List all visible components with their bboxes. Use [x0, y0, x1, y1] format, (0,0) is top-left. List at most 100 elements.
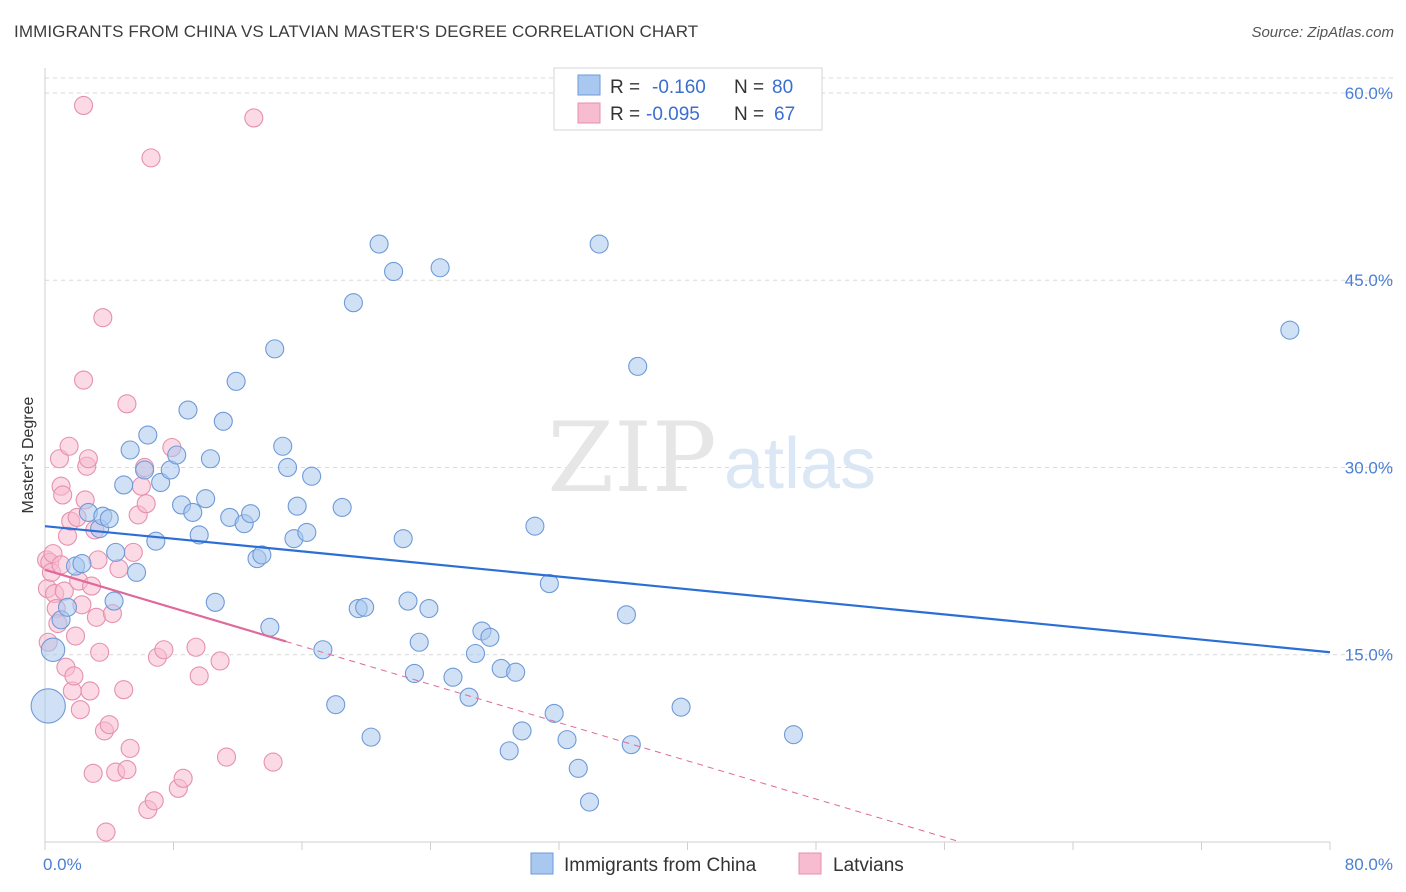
data-point-pink	[174, 769, 192, 787]
data-point-blue	[197, 490, 215, 508]
data-point-blue	[545, 704, 563, 722]
x-tick-label-min: 0.0%	[43, 855, 82, 874]
data-point-blue	[279, 458, 297, 476]
data-point-blue	[444, 668, 462, 686]
data-point-blue	[214, 412, 232, 430]
data-point-pink	[84, 764, 102, 782]
data-point-pink	[65, 667, 83, 685]
data-point-blue	[481, 628, 499, 646]
data-point-blue	[785, 726, 803, 744]
legend-swatch-latvians	[578, 103, 600, 123]
data-point-pink	[87, 608, 105, 626]
data-point-blue	[385, 262, 403, 280]
legend-n-label-china: N =	[734, 77, 764, 98]
data-point-blue	[622, 736, 640, 754]
data-point-pink	[245, 109, 263, 127]
series-legend: Immigrants from China Latvians	[531, 853, 904, 876]
data-point-pink	[121, 739, 139, 757]
series-latvians	[38, 96, 282, 841]
data-point-blue	[672, 698, 690, 716]
data-point-blue	[362, 728, 380, 746]
data-point-blue	[115, 476, 133, 494]
data-point-blue	[139, 426, 157, 444]
data-point-blue	[629, 357, 647, 375]
data-point-pink	[67, 627, 85, 645]
data-point-blue	[314, 641, 332, 659]
data-point-blue	[356, 598, 374, 616]
data-point-pink	[218, 748, 236, 766]
data-point-blue	[242, 505, 260, 523]
data-point-pink	[118, 761, 136, 779]
legend-n-value-china: 80	[772, 77, 793, 98]
data-point-blue	[105, 592, 123, 610]
data-point-pink	[89, 551, 107, 569]
data-point-pink	[115, 681, 133, 699]
data-point-pink	[145, 792, 163, 810]
data-point-blue	[370, 235, 388, 253]
data-point-blue	[617, 606, 635, 624]
data-point-pink	[132, 477, 150, 495]
data-point-blue	[179, 401, 197, 419]
watermark-zip: ZIP	[547, 402, 716, 514]
correlation-legend: R = -0.160 N = 80 R = -0.095 N = 67	[554, 68, 822, 130]
data-point-pink	[71, 701, 89, 719]
y-axis-label: Master's Degree	[20, 396, 37, 513]
bottom-legend-swatch-china	[531, 853, 553, 874]
legend-r-label-latvians: R =	[610, 104, 640, 125]
legend-swatch-china	[578, 75, 600, 95]
legend-r-value-latvians: -0.095	[646, 104, 700, 125]
data-point-pink	[100, 716, 118, 734]
data-point-blue	[303, 467, 321, 485]
data-point-blue	[266, 340, 284, 358]
grid-lines	[45, 78, 1393, 655]
data-point-pink	[155, 641, 173, 659]
legend-r-value-china: -0.160	[652, 77, 706, 98]
y-tick-label: 60.0%	[1345, 84, 1393, 103]
data-point-blue	[128, 563, 146, 581]
data-point-blue	[569, 759, 587, 777]
data-point-blue	[31, 689, 65, 723]
y-tick-label: 45.0%	[1345, 271, 1393, 290]
data-point-pink	[137, 495, 155, 513]
data-point-blue	[206, 593, 224, 611]
data-point-pink	[124, 543, 142, 561]
y-tick-labels: 15.0% 30.0% 45.0% 60.0%	[1345, 84, 1393, 665]
data-point-blue	[100, 510, 118, 528]
data-point-pink	[211, 652, 229, 670]
data-point-blue	[41, 638, 64, 661]
data-point-blue	[327, 696, 345, 714]
data-point-blue	[558, 731, 576, 749]
data-point-blue	[121, 441, 139, 459]
data-point-blue	[466, 644, 484, 662]
data-point-pink	[81, 682, 99, 700]
y-tick-label: 15.0%	[1345, 646, 1393, 665]
data-point-blue	[274, 437, 292, 455]
data-point-pink	[190, 667, 208, 685]
data-point-pink	[94, 309, 112, 327]
legend-n-value-latvians: 67	[774, 104, 795, 125]
data-point-blue	[168, 446, 186, 464]
data-point-blue	[507, 663, 525, 681]
data-point-blue	[581, 793, 599, 811]
data-point-blue	[394, 530, 412, 548]
trend-line-blue	[45, 526, 1330, 652]
data-point-pink	[60, 437, 78, 455]
data-point-blue	[513, 722, 531, 740]
data-point-blue	[460, 688, 478, 706]
data-point-blue	[58, 598, 76, 616]
scatter-chart: ZIP atlas 15.0%30.0%45.0%60.0% Master's …	[0, 0, 1406, 892]
trend-lines	[45, 526, 1330, 842]
data-point-pink	[75, 96, 93, 114]
x-tick-label-max: 80.0%	[1345, 855, 1393, 874]
data-point-pink	[264, 753, 282, 771]
data-point-blue	[344, 294, 362, 312]
data-point-pink	[187, 638, 205, 656]
data-point-blue	[399, 592, 417, 610]
data-point-blue	[526, 517, 544, 535]
data-point-blue	[227, 372, 245, 390]
data-point-pink	[75, 371, 93, 389]
watermark-atlas: atlas	[724, 424, 876, 504]
data-point-blue	[500, 742, 518, 760]
data-point-pink	[97, 823, 115, 841]
bottom-legend-label-latvians: Latvians	[833, 855, 904, 876]
